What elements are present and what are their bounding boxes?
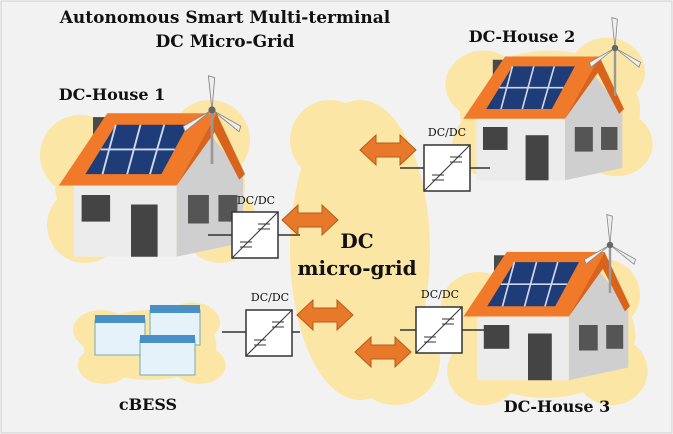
converter-label: DC/DC	[251, 291, 289, 304]
node-label: DC-House 3	[504, 397, 611, 416]
converter-label: DC/DC	[428, 126, 466, 139]
batteries	[94, 305, 201, 376]
node-label: DC-House 2	[469, 27, 576, 46]
converter-label: DC/DC	[421, 288, 459, 301]
converter-label: DC/DC	[237, 194, 275, 207]
node-label: cBESS	[119, 395, 177, 414]
title: DC Micro-Grid	[156, 32, 295, 52]
center-label: DC	[340, 229, 373, 253]
wires	[208, 167, 490, 333]
center-label: micro-grid	[297, 256, 416, 280]
title: Autonomous Smart Multi-terminal	[59, 8, 391, 28]
node-label: DC-House 1	[59, 85, 166, 104]
